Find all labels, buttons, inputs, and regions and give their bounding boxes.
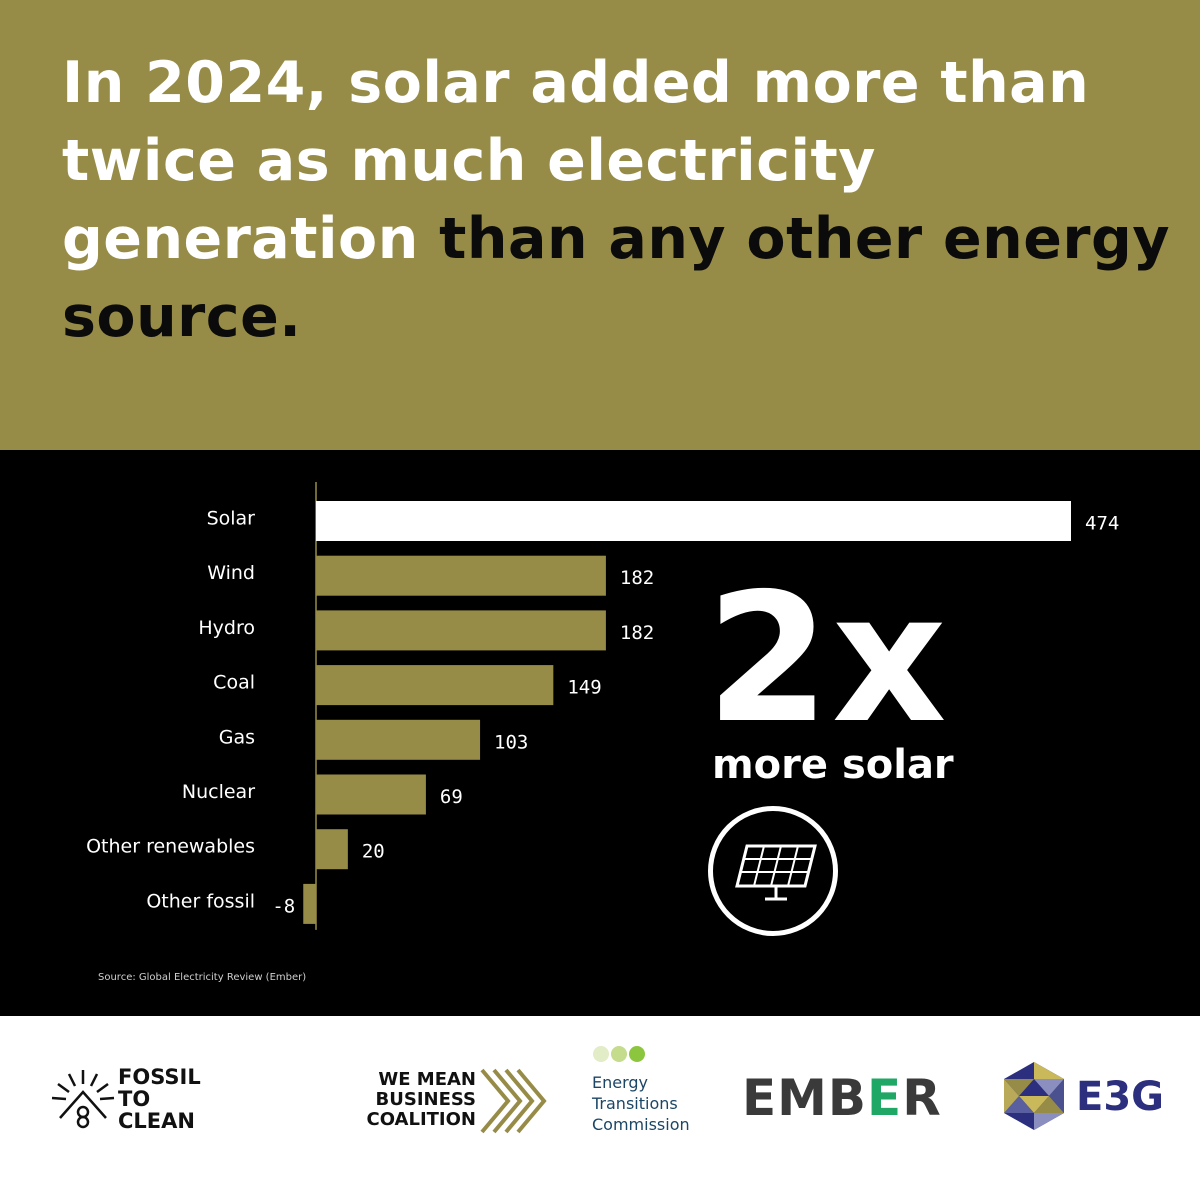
value-label-coal: 149	[567, 677, 601, 699]
value-label-nuclear: 69	[440, 786, 463, 808]
three-dots-icon	[593, 1046, 645, 1062]
wmb-line-3: COALITION	[366, 1109, 476, 1130]
ember-text-start: EMB	[742, 1069, 868, 1127]
bar-wind	[316, 555, 606, 596]
etc-line-1: Energy	[592, 1073, 649, 1092]
value-label-hydro: 182	[620, 622, 654, 644]
bar-chart: Solar 474 Wind 182 Hydro 182 Coal 149 Gas 103 Nucl…	[86, 482, 1119, 930]
e3g-logo: E3G	[1000, 1060, 1170, 1130]
bar-other-fossil	[303, 883, 316, 924]
bar-hydro	[316, 610, 606, 651]
wmb-line-1: WE MEAN	[378, 1069, 476, 1090]
big-stat-caption: more solar	[712, 742, 954, 788]
category-label-other-renewables: Other renewables	[86, 836, 255, 858]
big-stat-value: 2x	[706, 555, 949, 762]
bar-gas	[316, 719, 481, 760]
ftc-line-1: FOSSIL	[118, 1065, 201, 1089]
we-mean-business-logo: WE MEAN BUSINESS COALITION	[354, 1068, 554, 1138]
value-label-other-fossil: -8	[272, 895, 295, 917]
ftc-line-3: CLEAN	[118, 1109, 195, 1133]
ember-logo: EMBER	[742, 1068, 942, 1128]
ftc-line-2: TO	[118, 1087, 151, 1111]
value-label-solar: 474	[1085, 513, 1119, 535]
ember-text-end: R	[902, 1069, 942, 1127]
headline: In 2024, solar added more than twice as …	[62, 44, 1172, 356]
category-label-coal: Coal	[213, 672, 255, 694]
triangle-hexagon-icon	[1004, 1062, 1064, 1130]
category-label-other-fossil: Other fossil	[146, 890, 255, 912]
bar-coal	[316, 665, 554, 706]
bar-other-renewables	[316, 829, 348, 870]
energy-transitions-commission-logo: Energy Transitions Commission	[592, 1044, 712, 1144]
headline-dark-text: than any other energy source.	[62, 206, 1170, 350]
category-label-wind: Wind	[207, 562, 255, 584]
etc-text: Energy Transitions Commission	[592, 1072, 690, 1135]
wmb-text: WE MEAN BUSINESS COALITION	[354, 1070, 476, 1130]
e3g-text: E3G	[1076, 1074, 1164, 1120]
bar-nuclear	[316, 774, 426, 815]
category-label-nuclear: Nuclear	[182, 781, 255, 803]
etc-line-3: Commission	[592, 1115, 690, 1134]
chevrons-icon	[480, 1068, 547, 1134]
value-label-gas: 103	[494, 731, 528, 753]
partner-logos: FOSSIL TO CLEAN WE MEAN BUSINESS COALITI…	[0, 1016, 1200, 1200]
wmb-line-2: BUSINESS	[375, 1089, 476, 1110]
chart-panel: Solar 474 Wind 182 Hydro 182 Coal 149 Gas 103 Nucl…	[0, 450, 1200, 1016]
etc-line-2: Transitions	[592, 1094, 678, 1113]
value-label-wind: 182	[620, 567, 654, 589]
category-label-gas: Gas	[219, 726, 255, 748]
bar-solar	[316, 501, 1071, 541]
fossil-to-clean-logo: FOSSIL TO CLEAN	[50, 1066, 220, 1136]
fossil-to-clean-text: FOSSIL TO CLEAN	[118, 1066, 201, 1132]
headline-panel: In 2024, solar added more than twice as …	[0, 0, 1200, 450]
source-note: Source: Global Electricity Review (Ember…	[98, 972, 307, 983]
sunburst-house-icon	[51, 1070, 115, 1129]
solar-panel-icon	[708, 806, 838, 936]
category-label-solar: Solar	[207, 508, 256, 530]
ember-text-accent: E	[867, 1069, 903, 1127]
value-label-other-renewables: 20	[362, 841, 385, 863]
headline-light-text: In 2024, solar added more than twice as …	[62, 50, 1090, 272]
category-label-hydro: Hydro	[198, 617, 255, 639]
